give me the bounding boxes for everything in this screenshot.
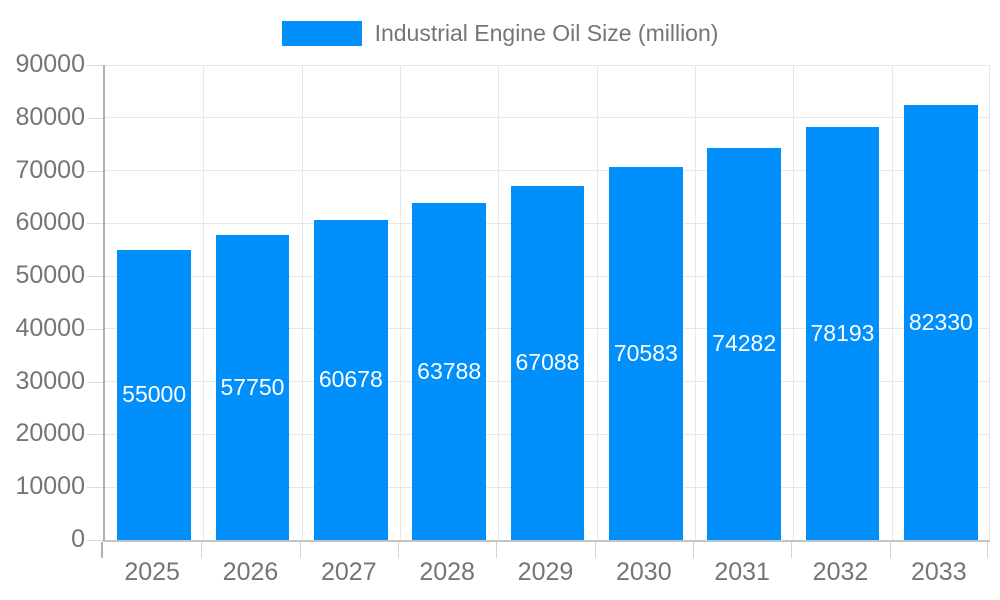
x-axis-label: 2032: [812, 558, 869, 586]
y-axis-tick: [87, 487, 103, 489]
bar[interactable]: 70583: [608, 167, 683, 540]
y-axis-label: 0: [71, 524, 85, 553]
bar[interactable]: 57750: [215, 235, 290, 540]
y-axis-label: 90000: [15, 49, 85, 78]
bar-value-label: 70583: [613, 340, 678, 367]
y-axis-tick: [87, 65, 103, 66]
y-axis-label: 40000: [15, 313, 85, 342]
gridline: [105, 170, 990, 172]
y-axis-label: 30000: [15, 366, 85, 395]
y-axis-tick: [87, 223, 103, 225]
x-axis-label: 2025: [124, 558, 180, 586]
x-axis-tick: [398, 542, 399, 558]
bar[interactable]: 60678: [313, 219, 388, 540]
bar-value-label: 55000: [122, 381, 187, 408]
bar[interactable]: 78193: [805, 127, 880, 540]
y-axis-tick: [87, 170, 103, 172]
x-axis-tick: [889, 542, 891, 558]
y-axis-tick: [87, 434, 103, 436]
y-axis-tick: [87, 540, 103, 541]
gridline: [203, 65, 205, 540]
gridline: [695, 65, 696, 540]
bar[interactable]: 55000: [117, 249, 192, 540]
gridline: [989, 65, 990, 540]
legend-label: Industrial Engine Oil Size (million): [374, 20, 719, 46]
bar[interactable]: 67088: [510, 185, 585, 540]
x-axis-tick: [791, 542, 793, 558]
x-axis-label: 2026: [222, 558, 279, 586]
bar-value-label: 78193: [810, 320, 875, 347]
x-axis-tick: [693, 542, 694, 558]
y-axis-tick: [87, 381, 103, 383]
plot-area: 55000 57750 60678 63788 67088 70583 74282 78193…: [103, 64, 990, 542]
y-axis-label: 20000: [15, 419, 85, 448]
y-axis-label: 80000: [15, 102, 85, 131]
bar-value-label: 82330: [908, 309, 973, 336]
y-axis-label: 70000: [15, 155, 85, 184]
x-axis-tick: [201, 542, 203, 558]
y-axis-label: 10000: [15, 472, 85, 501]
bar-value-label: 63788: [417, 358, 482, 385]
bar[interactable]: 63788: [412, 203, 487, 540]
x-axis-label: 2027: [321, 558, 377, 586]
bar-value-label: 67088: [515, 349, 580, 376]
bar-value-label: 57750: [220, 374, 285, 401]
gridline: [793, 65, 795, 540]
bar[interactable]: 74282: [707, 147, 782, 540]
bar-value-label: 74282: [712, 330, 777, 357]
y-axis-tick: [87, 276, 103, 278]
x-axis-tick: [299, 542, 301, 558]
x-axis-label: 2028: [419, 558, 475, 586]
gridline: [301, 65, 303, 540]
y-axis-label: 50000: [15, 261, 85, 290]
x-axis-label: 2031: [714, 558, 770, 586]
gridline: [400, 65, 401, 540]
gridline: [105, 64, 990, 66]
bar-value-label: 60678: [318, 366, 383, 393]
x-axis-tick: [496, 542, 498, 558]
x-axis-tick: [101, 542, 103, 558]
gridline: [498, 65, 500, 540]
x-axis-label: 2030: [616, 558, 672, 586]
gridline: [596, 65, 598, 540]
y-axis-tick: [87, 328, 103, 330]
bar[interactable]: 82330: [903, 105, 978, 540]
legend-swatch: [281, 21, 362, 46]
y-axis-tick: [87, 117, 103, 119]
legend-item[interactable]: Industrial Engine Oil Size (million): [0, 20, 1000, 47]
x-axis-tick: [987, 542, 988, 558]
x-axis-label: 2033: [911, 558, 967, 586]
x-axis-label: 2029: [517, 558, 574, 586]
x-axis-tick: [594, 542, 596, 558]
y-axis-label: 60000: [15, 208, 85, 237]
gridline: [105, 117, 990, 119]
gridline: [891, 65, 893, 540]
